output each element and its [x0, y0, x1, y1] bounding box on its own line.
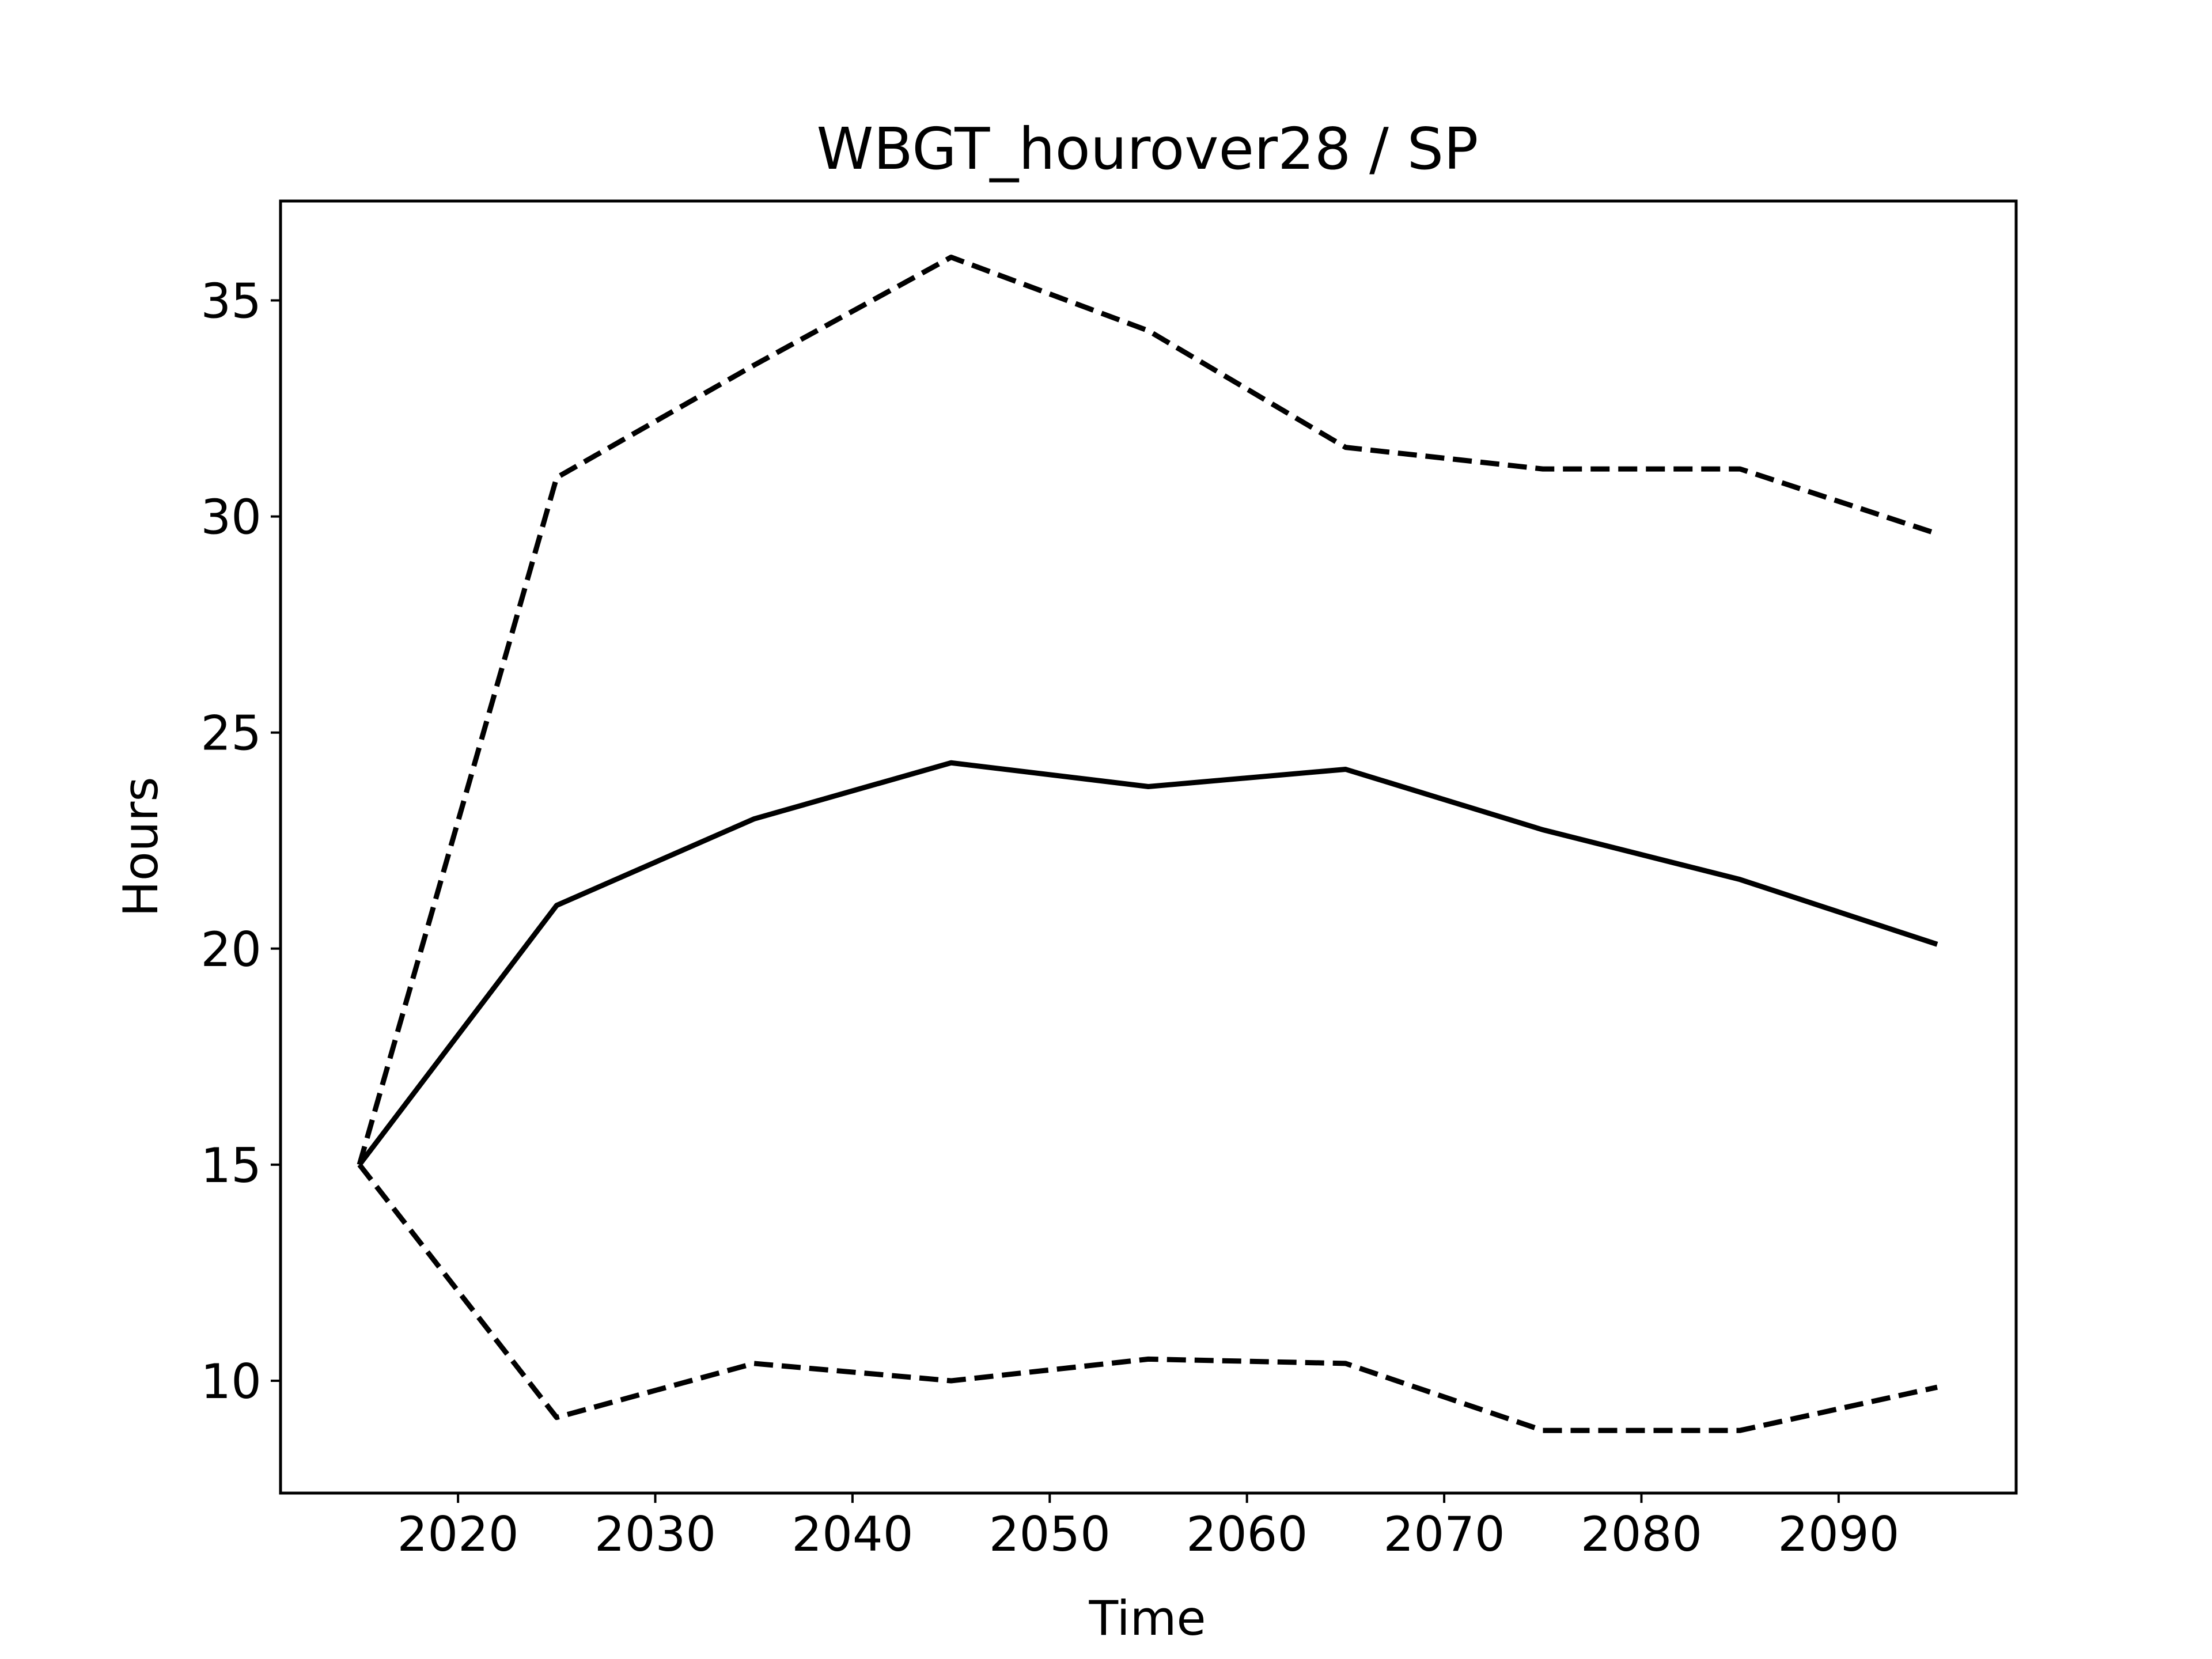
- series-line-2: [357, 255, 1938, 1166]
- x-tick-label: 2090: [1778, 1506, 1899, 1562]
- series-line-3: [357, 1163, 1938, 1433]
- x-tick-label: 2020: [397, 1506, 519, 1562]
- y-tick-label: 25: [200, 706, 262, 762]
- chart-title: WBGT_hourover28 / SP: [817, 115, 1479, 183]
- x-tick-label: 2070: [1383, 1506, 1505, 1562]
- x-tick-label: 2030: [594, 1506, 716, 1562]
- x-tick-label: 2080: [1581, 1506, 1702, 1562]
- y-tick-label: 10: [200, 1354, 262, 1410]
- y-axis-title: Hours: [113, 777, 169, 916]
- x-tick-label: 2050: [989, 1506, 1111, 1562]
- y-tick-label: 30: [200, 490, 262, 546]
- x-tick-label: 2040: [791, 1506, 913, 1562]
- y-tick-label: 35: [200, 274, 262, 329]
- x-axis-title: Time: [1088, 1590, 1206, 1646]
- y-tick-label: 15: [200, 1138, 262, 1194]
- x-axis: 2020 2030 2040 2050 2060 2070 2080 2090: [397, 1493, 1899, 1562]
- series-line-1: [357, 760, 1938, 1166]
- plot-frame: [279, 199, 2018, 1495]
- y-tick-label: 20: [200, 922, 262, 978]
- series-layer: [357, 255, 1938, 1433]
- x-tick-label: 2060: [1186, 1506, 1308, 1562]
- y-axis: 10 15 20 25 30 35: [200, 274, 281, 1410]
